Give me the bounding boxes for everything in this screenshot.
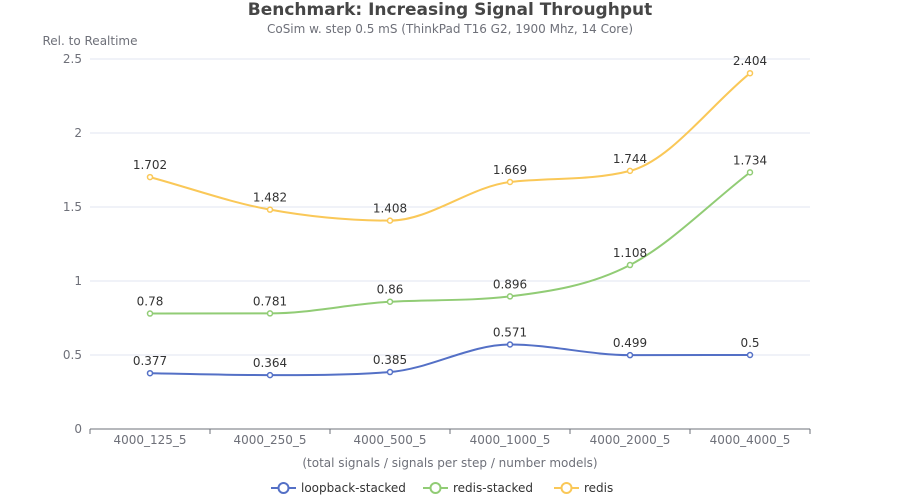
legend-label: redis (584, 481, 613, 495)
series-line-redis (149, 72, 751, 222)
data-label-redis-stacked: 0.781 (253, 294, 287, 308)
series-line-redis-stacked (149, 171, 751, 315)
chart-title: Benchmark: Increasing Signal Throughput (248, 0, 652, 20)
data-point-loopback-stacked[interactable] (386, 368, 394, 376)
data-label-layer: 0.377 0.364 0.385 0.571 0.499 0.5 0.78 0.781 0.8… (133, 54, 767, 370)
data-label-redis-stacked: 1.734 (733, 153, 767, 167)
data-label-redis: 2.404 (733, 54, 767, 68)
axis-layer: 0 0.5 1 1.5 2 2.5 4000_125_5 4000_250_5 4000_500… (63, 52, 811, 447)
data-point-redis[interactable] (746, 69, 754, 77)
data-label-redis-stacked: 0.86 (377, 283, 404, 297)
data-label-loopback-stacked: 0.364 (253, 356, 287, 370)
data-point-loopback-stacked[interactable] (626, 351, 634, 359)
x-tick-label: 4000_4000_5 (710, 433, 791, 447)
data-label-redis-stacked: 0.78 (137, 295, 164, 309)
legend-swatch-marker (429, 482, 442, 494)
x-tick-label: 4000_500_5 (353, 433, 426, 447)
x-tick-label: 4000_250_5 (233, 433, 306, 447)
data-point-loopback-stacked[interactable] (746, 351, 754, 359)
data-label-loopback-stacked: 0.5 (740, 336, 759, 350)
y-tick-label: 1 (74, 274, 82, 288)
y-tick-label: 2 (74, 126, 82, 140)
x-tick-label: 4000_125_5 (113, 433, 186, 447)
data-point-redis-stacked[interactable] (506, 293, 514, 300)
y-tick-label: 0.5 (63, 348, 82, 362)
legend-item-redis-stacked[interactable]: redis-stacked (423, 481, 533, 495)
legend-label: redis-stacked (453, 481, 533, 495)
data-point-redis-stacked[interactable] (146, 310, 154, 317)
legend-item-loopback-stacked[interactable]: loopback-stacked (271, 481, 406, 495)
data-label-redis: 1.669 (493, 163, 527, 177)
grid-layer (90, 58, 810, 356)
y-axis-label: Rel. to Realtime (43, 34, 138, 48)
data-point-redis-stacked[interactable] (626, 261, 634, 269)
data-label-loopback-stacked: 0.571 (493, 325, 527, 339)
data-label-loopback-stacked: 0.499 (613, 336, 647, 350)
data-point-redis[interactable] (266, 206, 274, 213)
data-point-redis[interactable] (506, 178, 514, 186)
data-point-redis-stacked[interactable] (266, 310, 274, 317)
data-point-redis[interactable] (386, 217, 394, 224)
data-label-loopback-stacked: 0.377 (133, 354, 167, 368)
legend-swatch-marker (277, 482, 290, 494)
data-point-redis[interactable] (146, 173, 154, 181)
data-point-loopback-stacked[interactable] (146, 369, 154, 377)
y-tick-label: 0 (74, 422, 82, 436)
legend-item-redis[interactable]: redis (554, 481, 613, 495)
data-label-loopback-stacked: 0.385 (373, 353, 407, 367)
x-tick-label: 4000_2000_5 (590, 433, 671, 447)
data-label-redis: 1.482 (253, 191, 287, 205)
legend-label: loopback-stacked (301, 481, 406, 495)
data-label-redis: 1.744 (613, 152, 647, 166)
data-label-redis-stacked: 0.896 (493, 277, 527, 291)
data-point-redis[interactable] (626, 167, 634, 175)
data-point-loopback-stacked[interactable] (506, 341, 514, 348)
data-point-redis-stacked[interactable] (386, 298, 394, 305)
data-point-redis-stacked[interactable] (746, 169, 754, 176)
legend[interactable]: loopback-stacked redis-stacked redis (271, 481, 613, 495)
y-tick-label: 2.5 (63, 52, 82, 66)
data-point-loopback-stacked[interactable] (266, 371, 274, 379)
chart-subtitle: CoSim w. step 0.5 mS (ThinkPad T16 G2, 1… (267, 22, 633, 36)
x-tick-label: 4000_1000_5 (470, 433, 551, 447)
data-label-redis-stacked: 1.108 (613, 246, 647, 260)
x-axis-label: (total signals / signals per step / numb… (302, 456, 597, 470)
series-layer (146, 69, 754, 379)
data-label-redis: 1.702 (133, 158, 167, 172)
data-label-redis: 1.408 (373, 202, 407, 216)
legend-swatch-marker (560, 482, 573, 494)
series-line-loopback-stacked (149, 343, 751, 377)
y-tick-label: 1.5 (63, 200, 82, 214)
